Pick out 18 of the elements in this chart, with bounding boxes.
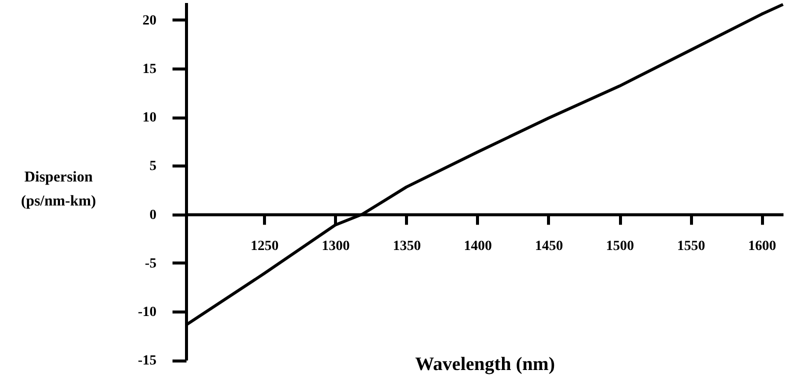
y-axis-title: Dispersion (ps/nm-km) <box>20 170 96 210</box>
y-tick-label: 0 <box>150 208 156 223</box>
x-tick-label: 1450 <box>534 238 563 254</box>
x-tick-label: 1400 <box>464 238 492 254</box>
y-tick-label: -10 <box>138 304 156 320</box>
x-axis-title: Wavelength (nm) <box>415 354 555 375</box>
y-tick-label: 20 <box>142 13 156 28</box>
y-tick-label: 10 <box>142 110 156 126</box>
y-tick-label: 5 <box>150 159 156 174</box>
x-tick-label: 1350 <box>392 238 421 254</box>
x-tick-label: 1500 <box>606 238 634 254</box>
x-tick-label: 1300 <box>322 238 350 254</box>
y-tick-label: -15 <box>138 354 156 368</box>
x-tick-label: 1550 <box>677 238 706 254</box>
y-tick-label: 15 <box>142 62 156 78</box>
y-tick-label: -5 <box>144 256 156 272</box>
x-tick-label: 1250 <box>250 238 279 254</box>
x-tick-label: 1600 <box>748 238 776 254</box>
